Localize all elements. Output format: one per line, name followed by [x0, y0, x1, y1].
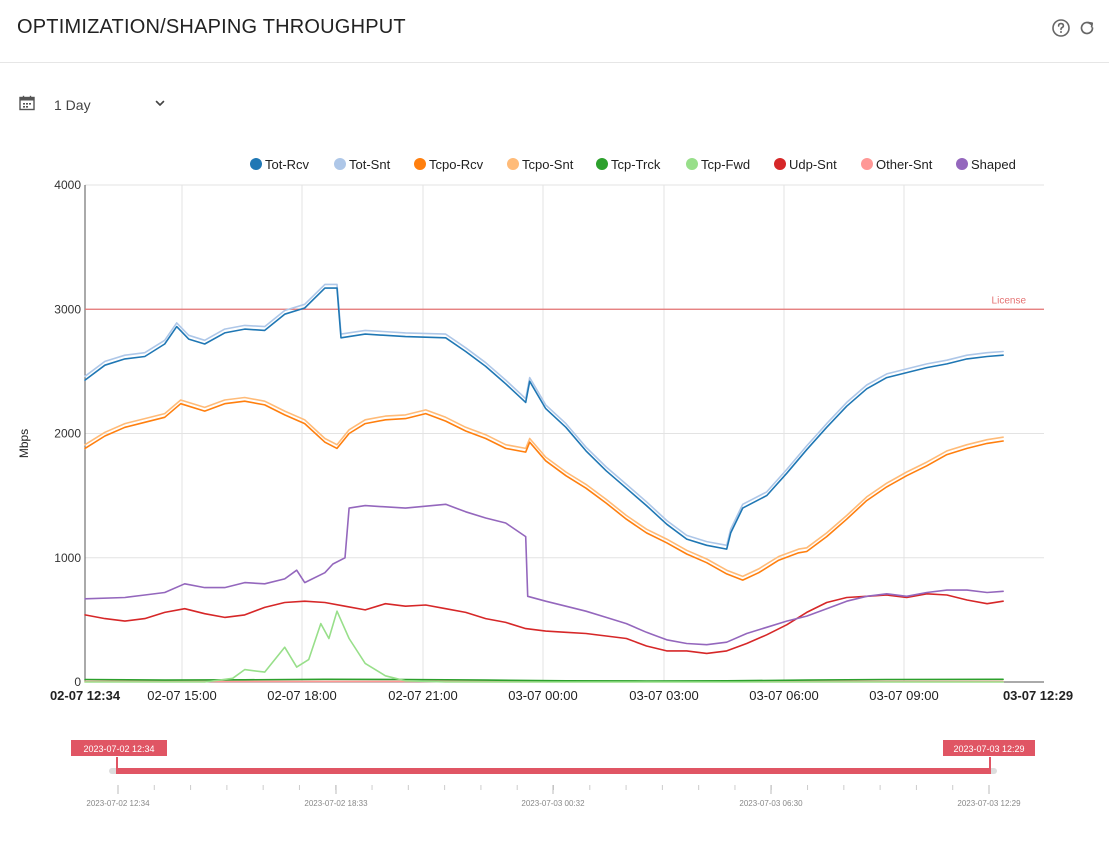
legend-label: Tcp-Trck: [611, 157, 661, 172]
legend-marker[interactable]: [414, 158, 426, 170]
legend-label: Tot-Snt: [349, 157, 391, 172]
legend-marker[interactable]: [334, 158, 346, 170]
series-line-shaped: [84, 503, 1004, 646]
range-dropdown[interactable]: 1 Day: [54, 96, 166, 114]
refresh-icon[interactable]: [1077, 18, 1097, 38]
legend-label: Shaped: [971, 157, 1016, 172]
navigator-tick-label: 2023-07-02 12:34: [86, 799, 150, 808]
x-tick-label: 02-07 15:00: [147, 688, 216, 703]
range-value: 1 Day: [54, 97, 91, 113]
y-tick-label: 0: [74, 675, 81, 689]
x-tick-label: 03-07 00:00: [508, 688, 577, 703]
legend-label: Tcp-Fwd: [701, 157, 750, 172]
navigator-tick-label: 2023-07-03 06:30: [739, 799, 803, 808]
legend-marker[interactable]: [774, 158, 786, 170]
x-tick-label: 02-07 21:00: [388, 688, 457, 703]
legend-label: Tcpo-Rcv: [429, 157, 484, 172]
legend-marker[interactable]: [861, 158, 873, 170]
header-actions: [1051, 18, 1097, 38]
x-tick-label: 03-07 12:29: [1003, 688, 1073, 703]
legend-label: Other-Snt: [876, 157, 933, 172]
panel-header: OPTIMIZATION/SHAPING THROUGHPUT: [0, 0, 1109, 63]
x-tick-label: 03-07 06:00: [749, 688, 818, 703]
series-line-tcp-fwd: [84, 610, 1004, 683]
series-line-tot-snt: [84, 283, 1004, 547]
chevron-down-icon: [154, 96, 166, 114]
x-tick-label: 03-07 03:00: [629, 688, 698, 703]
x-tick-label: 02-07 18:00: [267, 688, 336, 703]
navigator-end-label: 2023-07-03 12:29: [953, 744, 1024, 754]
y-tick-label: 4000: [54, 178, 81, 192]
navigator-tick-label: 2023-07-03 12:29: [957, 799, 1021, 808]
series-line-tot-rcv: [84, 287, 1004, 550]
navigator-tick-label: 2023-07-03 00:32: [521, 799, 585, 808]
series-line-tcp-trck: [84, 678, 1004, 682]
legend-marker[interactable]: [250, 158, 262, 170]
navigator-end-tag: [943, 740, 1035, 756]
navigator-tick-label: 2023-07-02 18:33: [304, 799, 368, 808]
page-title: OPTIMIZATION/SHAPING THROUGHPUT: [17, 16, 406, 38]
legend-marker[interactable]: [686, 158, 698, 170]
legend-marker[interactable]: [596, 158, 608, 170]
legend-marker[interactable]: [507, 158, 519, 170]
navigator-start-tag: [71, 740, 167, 756]
navigator-start-label: 2023-07-02 12:34: [83, 744, 154, 754]
series-line-tcpo-rcv: [84, 400, 1004, 581]
navigator-selection[interactable]: [117, 768, 990, 774]
y-tick-label: 2000: [54, 427, 81, 441]
x-tick-label: 03-07 09:00: [869, 688, 938, 703]
legend-label: Udp-Snt: [789, 157, 837, 172]
series-line-udp-snt: [84, 592, 1004, 655]
legend-label: Tcpo-Snt: [522, 157, 574, 172]
license-label: License: [992, 295, 1027, 306]
legend-marker[interactable]: [956, 158, 968, 170]
calendar-icon[interactable]: [18, 94, 36, 117]
y-tick-label: 3000: [54, 302, 81, 316]
throughput-chart: 0 1000 2000 3000 4000 02-07 12:34 02-07 15:00 0…: [17, 157, 1073, 808]
y-tick-label: 1000: [54, 551, 81, 565]
x-tick-label: 02-07 12:34: [50, 688, 121, 703]
y-axis-title: Mbps: [17, 429, 31, 458]
legend-label: Tot-Rcv: [265, 157, 310, 172]
time-range-selector: 1 Day: [18, 92, 166, 118]
series-line-tcpo-snt: [84, 396, 1004, 578]
help-circle-icon[interactable]: [1051, 18, 1071, 38]
